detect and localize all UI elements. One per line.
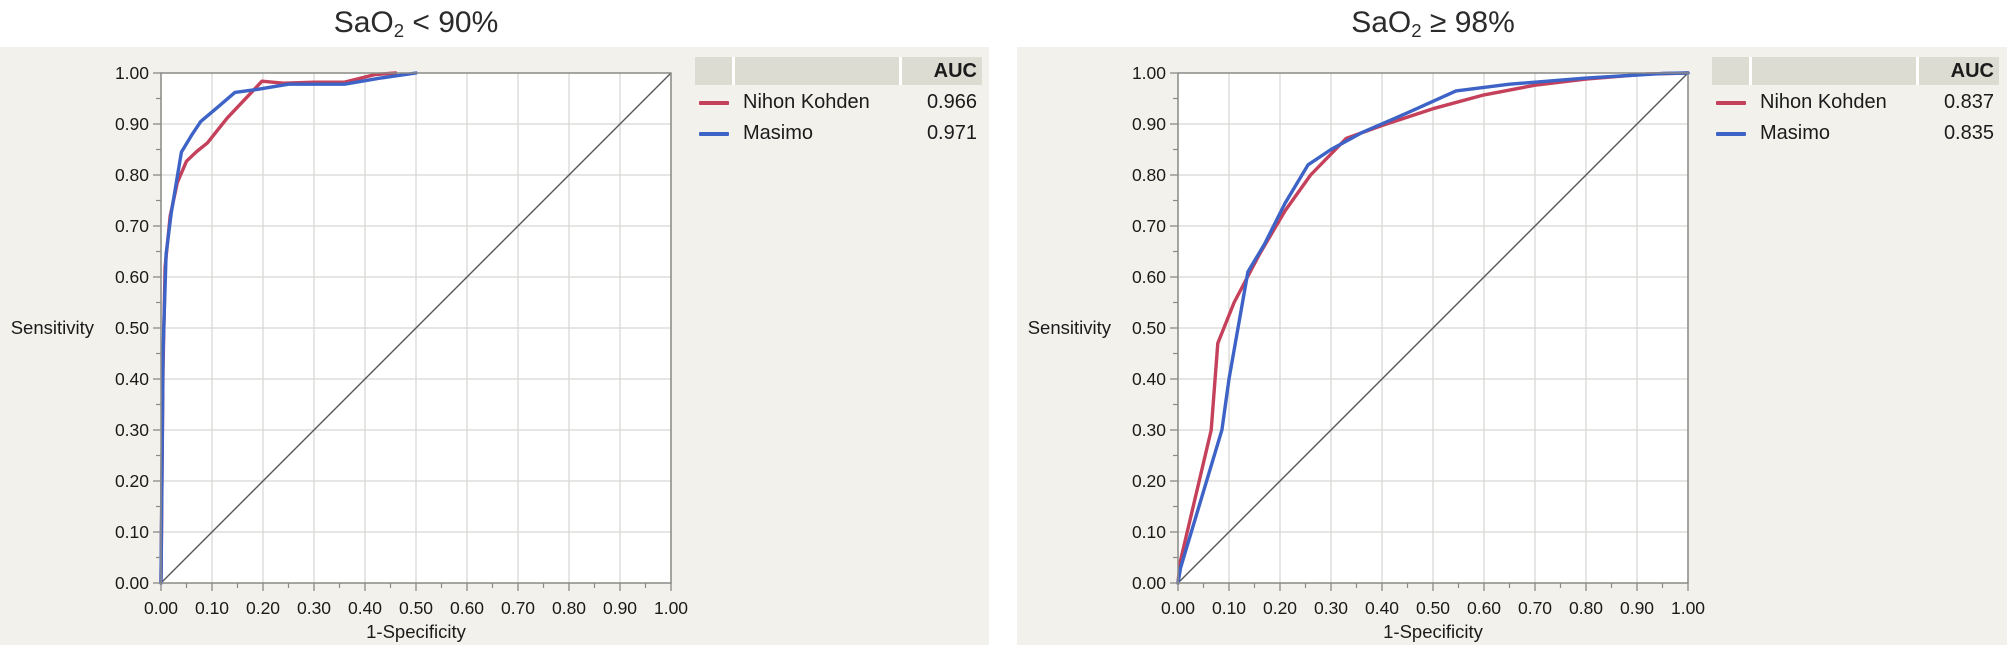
x-tick-label: 0.20 bbox=[246, 598, 280, 618]
x-tick-label: 0.70 bbox=[501, 598, 535, 618]
title-subscript: 2 bbox=[1411, 20, 1422, 42]
x-tick-label: 0.50 bbox=[399, 598, 433, 618]
y-tick-label: 0.40 bbox=[1132, 369, 1166, 389]
series-line-swatch bbox=[698, 100, 729, 105]
swatch-cell bbox=[1712, 131, 1749, 136]
series-auc-value: 0.835 bbox=[1943, 122, 1994, 144]
chart-panel: 0.00 0.10 0.20 0.30 0.40 0.50 0.60 0.70 0.80 0.90… bbox=[1017, 47, 2007, 645]
y-tick-label: 0.20 bbox=[115, 471, 149, 491]
y-tick-label: 1.00 bbox=[1132, 63, 1166, 83]
x-tick-label: 1.00 bbox=[1671, 598, 1705, 618]
legend-header-name-cell bbox=[1752, 57, 1916, 85]
y-tick-label: 0.20 bbox=[1132, 471, 1166, 491]
series-line-swatch bbox=[698, 131, 729, 136]
swatch-cell bbox=[695, 100, 732, 105]
diagonal-reference-line bbox=[160, 72, 672, 584]
y-tick-label: 0.00 bbox=[115, 573, 149, 593]
legend-row-nihon-kohden: Nihon Kohden 0.837 bbox=[1712, 89, 1999, 116]
legend-auc-header: AUC bbox=[1919, 57, 1999, 85]
legend-row-masimo: Masimo 0.971 bbox=[695, 120, 982, 147]
legend-header-swatch-cell bbox=[1712, 57, 1749, 85]
y-tick-label: 0.70 bbox=[1132, 216, 1166, 236]
y-tick-label: 0.40 bbox=[115, 369, 149, 389]
x-tick-label: 0.00 bbox=[1161, 598, 1195, 618]
chart-title: SaO2 < 90% bbox=[161, 0, 671, 46]
legend-auc-header: AUC bbox=[902, 57, 982, 85]
y-tick-label: 0.80 bbox=[115, 165, 149, 185]
x-tick-label: 0.10 bbox=[195, 598, 229, 618]
series-auc-value: 0.971 bbox=[926, 122, 977, 144]
title-condition: < 90% bbox=[404, 6, 499, 39]
legend: AUC Nihon Kohden 0.966 Masimo 0.971 bbox=[695, 57, 982, 147]
x-tick-label: 0.00 bbox=[144, 598, 178, 618]
x-tick-label: 0.30 bbox=[1314, 598, 1348, 618]
x-tick-label: 0.80 bbox=[1569, 598, 1603, 618]
y-tick-label: 0.50 bbox=[1132, 318, 1166, 338]
series-auc-value: 0.837 bbox=[1943, 91, 1994, 113]
series-name: Masimo bbox=[1760, 122, 1831, 144]
y-axis-title: Sensitivity bbox=[10, 317, 94, 338]
legend-row-nihon-kohden: Nihon Kohden 0.966 bbox=[695, 89, 982, 116]
x-tick-label: 0.20 bbox=[1263, 598, 1297, 618]
series-auc-value: 0.966 bbox=[926, 91, 977, 113]
x-tick-label: 0.30 bbox=[297, 598, 331, 618]
x-tick-label: 1.00 bbox=[654, 598, 688, 618]
x-tick-label: 0.40 bbox=[348, 598, 382, 618]
x-tick-label: 0.10 bbox=[1212, 598, 1246, 618]
swatch-cell bbox=[695, 131, 732, 136]
swatch-cell bbox=[1712, 100, 1749, 105]
x-tick-label: 0.60 bbox=[450, 598, 484, 618]
series-line-swatch bbox=[1715, 100, 1746, 105]
series-name: Masimo bbox=[743, 122, 814, 144]
y-tick-label: 0.80 bbox=[1132, 165, 1166, 185]
roc-chart-right: SaO2 ≥ 98% 0.00 0.10 0.20 0.30 0.40 0.50 0.60 0… bbox=[1017, 0, 2007, 657]
y-tick-label: 0.70 bbox=[115, 216, 149, 236]
roc-plot-svg: 0.00 0.10 0.20 0.30 0.40 0.50 0.60 0.70 0.80 0.90… bbox=[115, 63, 688, 618]
chart-panel: 0.00 0.10 0.20 0.30 0.40 0.50 0.60 0.70 0.80 0.90… bbox=[0, 47, 989, 645]
y-tick-label: 0.30 bbox=[1132, 420, 1166, 440]
legend: AUC Nihon Kohden 0.837 Masimo 0.835 bbox=[1712, 57, 1999, 147]
x-tick-label: 0.90 bbox=[603, 598, 637, 618]
series-name: Nihon Kohden bbox=[1760, 91, 1887, 113]
y-tick-label: 0.90 bbox=[1132, 114, 1166, 134]
roc-chart-left: SaO2 < 90% 0.00 0.10 0.20 0.30 0.40 0.50 0.60 0… bbox=[0, 0, 989, 657]
y-tick-label: 0.00 bbox=[1132, 573, 1166, 593]
y-tick-label: 0.30 bbox=[115, 420, 149, 440]
x-tick-label: 0.80 bbox=[552, 598, 586, 618]
diagonal-reference-line bbox=[1177, 72, 1689, 584]
y-tick-label: 0.60 bbox=[115, 267, 149, 287]
series-line-swatch bbox=[1715, 131, 1746, 136]
title-base: SaO bbox=[1351, 6, 1412, 39]
y-tick-label: 0.90 bbox=[115, 114, 149, 134]
y-tick-label: 0.50 bbox=[115, 318, 149, 338]
y-tick-label: 0.10 bbox=[1132, 522, 1166, 542]
legend-header: AUC bbox=[695, 57, 982, 85]
series-name: Nihon Kohden bbox=[743, 91, 870, 113]
title-condition: ≥ 98% bbox=[1421, 6, 1515, 39]
x-tick-label: 0.40 bbox=[1365, 598, 1399, 618]
x-axis-title: 1-Specificity bbox=[1383, 621, 1483, 642]
chart-title: SaO2 ≥ 98% bbox=[1178, 0, 1688, 46]
roc-curve-masimo bbox=[159, 71, 418, 585]
y-tick-label: 0.60 bbox=[1132, 267, 1166, 287]
x-tick-label: 0.70 bbox=[1518, 598, 1552, 618]
roc-curve-masimo bbox=[1176, 71, 1690, 585]
y-axis-title: Sensitivity bbox=[1027, 317, 1111, 338]
y-tick-label: 1.00 bbox=[115, 63, 149, 83]
x-tick-label: 0.90 bbox=[1620, 598, 1654, 618]
roc-plot-svg: 0.00 0.10 0.20 0.30 0.40 0.50 0.60 0.70 0.80 0.90… bbox=[1132, 63, 1705, 618]
legend-header-name-cell bbox=[735, 57, 899, 85]
x-tick-label: 0.60 bbox=[1467, 598, 1501, 618]
title-subscript: 2 bbox=[393, 20, 405, 42]
title-base: SaO bbox=[333, 6, 394, 39]
x-axis-title: 1-Specificity bbox=[366, 621, 466, 642]
legend-header-swatch-cell bbox=[695, 57, 732, 85]
legend-row-masimo: Masimo 0.835 bbox=[1712, 120, 1999, 147]
legend-header: AUC bbox=[1712, 57, 1999, 85]
roc-curve-nihon-kohden bbox=[1176, 71, 1690, 585]
y-tick-label: 0.10 bbox=[115, 522, 149, 542]
x-tick-label: 0.50 bbox=[1416, 598, 1450, 618]
